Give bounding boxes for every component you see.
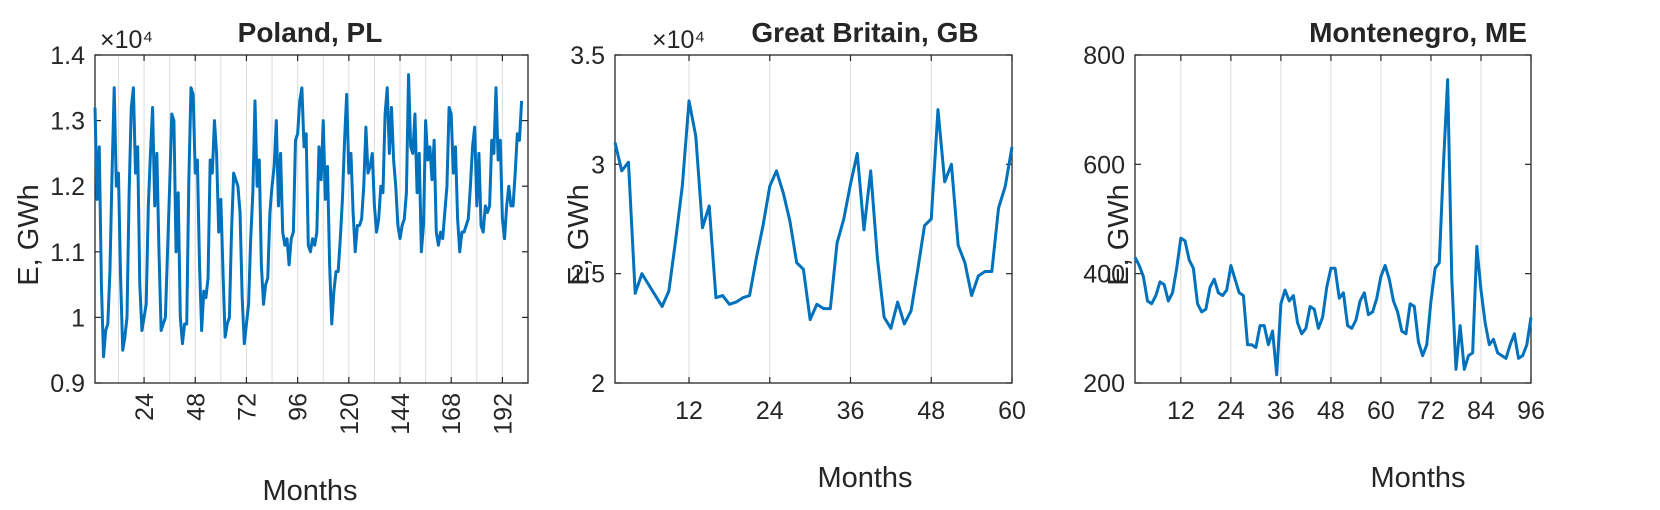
series-line (93, 73, 524, 359)
x-tick-label: 12 (1167, 397, 1195, 425)
y-axis-label: E, GWh (563, 184, 595, 286)
y-tick-label: 3 (591, 151, 605, 179)
x-axis-label: Months (1370, 462, 1465, 494)
y-tick-label: 2.5 (570, 261, 605, 289)
panel-great-britain: Great Britain, GB ×10⁴ E, GWh Months 2 2.… (563, 17, 1026, 494)
x-tick-label: 84 (1467, 397, 1495, 425)
x-tick-label: 60 (1367, 397, 1395, 425)
x-tick-label: 72 (233, 393, 261, 421)
exponent-label: ×10⁴ (100, 26, 153, 54)
x-tick-label: 48 (917, 397, 945, 425)
y-axis-label: E, GWh (13, 184, 45, 286)
x-tick-label: 60 (998, 397, 1026, 425)
x-tick-label: 192 (489, 393, 517, 435)
y-tick-label: 400 (1083, 261, 1125, 289)
x-tick-label: 12 (675, 397, 703, 425)
x-tick-label: 24 (131, 393, 159, 421)
x-axis-label: Months (817, 462, 912, 494)
y-tick-label: 1.3 (50, 108, 85, 136)
x-tick-label: 144 (387, 393, 415, 435)
y-axis-label: E, GWh (1103, 184, 1135, 286)
y-tick-label: 1.1 (50, 239, 85, 267)
grid (688, 55, 932, 383)
x-tick-label: 36 (1267, 397, 1295, 425)
y-tick-label: 800 (1083, 42, 1125, 70)
y-tick-label: 2 (591, 370, 605, 398)
x-tick-label: 96 (285, 393, 313, 421)
y-tick-label: 1 (71, 304, 85, 332)
panel-title: Montenegro, ME (1309, 17, 1527, 48)
x-tick-label: 72 (1417, 397, 1445, 425)
series-line (613, 99, 1014, 330)
axes-box (1134, 54, 1532, 384)
y-tick-label: 0.9 (50, 370, 85, 398)
panel-montenegro: Montenegro, ME E, GWh Months 200 400 600 80… (1083, 17, 1545, 494)
x-tick-label: 168 (438, 393, 466, 435)
y-tick-label: 3.5 (570, 42, 605, 70)
panel-title: Poland, PL (238, 17, 383, 48)
x-tick-label: 48 (1317, 397, 1345, 425)
axes-box (94, 54, 529, 384)
x-tick-label: 48 (182, 393, 210, 421)
y-tick-label: 200 (1083, 370, 1125, 398)
x-tick-label: 24 (1217, 397, 1245, 425)
panel-title: Great Britain, GB (751, 17, 978, 48)
y-tick-label: 1.2 (50, 173, 85, 201)
axes-box (614, 54, 1013, 384)
series-line (1133, 78, 1533, 377)
x-tick-label: 24 (756, 397, 784, 425)
y-tick-label: 1.4 (50, 42, 85, 70)
exponent-label: ×10⁴ (652, 26, 705, 54)
x-tick-label: 96 (1517, 397, 1545, 425)
panel-poland: Poland, PL ×10⁴ E, GWh Months 0.9 1 1.1 1.2… (13, 17, 529, 507)
x-axis-label: Months (262, 475, 357, 507)
x-tick-label: 36 (837, 397, 865, 425)
y-tick-label: 600 (1083, 151, 1125, 179)
grid (1180, 55, 1482, 383)
x-tick-label: 120 (336, 393, 364, 435)
